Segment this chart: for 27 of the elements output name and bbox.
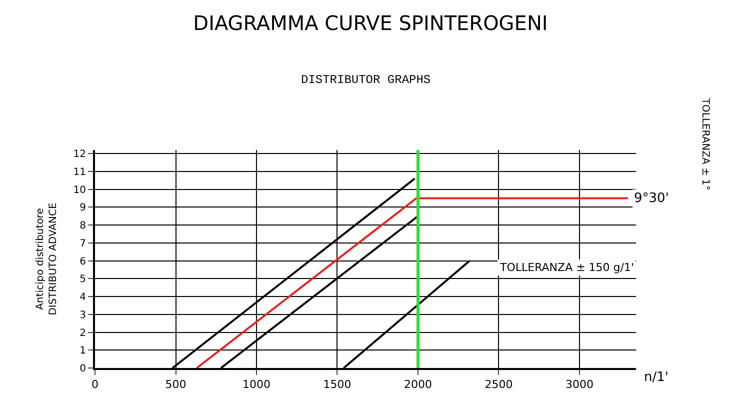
y-tick-label: 8 bbox=[80, 220, 86, 232]
x-tick-label: 500 bbox=[165, 378, 186, 392]
x-axis-title: n/1' bbox=[644, 370, 668, 385]
y-tick-label: 1 bbox=[80, 346, 86, 357]
chart-subtitle: DISTRIBUTOR GRAPHS bbox=[301, 73, 431, 87]
y-tick-label: 11 bbox=[73, 166, 86, 178]
chart-title: DIAGRAMMA CURVE SPINTEROGENI bbox=[193, 11, 548, 36]
x-tick-label: 2000 bbox=[404, 378, 432, 392]
annotation: TOLLERANZA ± 150 g/1' bbox=[499, 261, 634, 274]
x-tick-label: 3000 bbox=[565, 378, 594, 392]
y-tick-label: 3 bbox=[80, 310, 86, 321]
y-tick-label: 9 bbox=[80, 202, 86, 214]
x-tick-label: 1500 bbox=[323, 378, 352, 392]
y-axis-title: Anticipo distributore DISTRIBUTO ADVANCE bbox=[34, 202, 59, 316]
annotation: 9°30' bbox=[634, 191, 669, 206]
text: TOLLERANZA ± 1° bbox=[700, 97, 711, 190]
y-tick-label: 5 bbox=[80, 274, 86, 286]
x-tick-label: 0 bbox=[92, 378, 98, 392]
x-tick-label: 1000 bbox=[242, 378, 270, 392]
y-tick-label: 2 bbox=[80, 328, 86, 339]
y-tick-label: 0 bbox=[80, 364, 86, 374]
y-tick-label: 12 bbox=[73, 149, 86, 160]
y-tick-label: 10 bbox=[73, 184, 86, 196]
y-tick-label: 4 bbox=[80, 292, 86, 304]
y-tick-label: 7 bbox=[80, 238, 86, 250]
x-tick-label: 2500 bbox=[484, 378, 513, 392]
y-tick-label: 6 bbox=[80, 256, 86, 268]
